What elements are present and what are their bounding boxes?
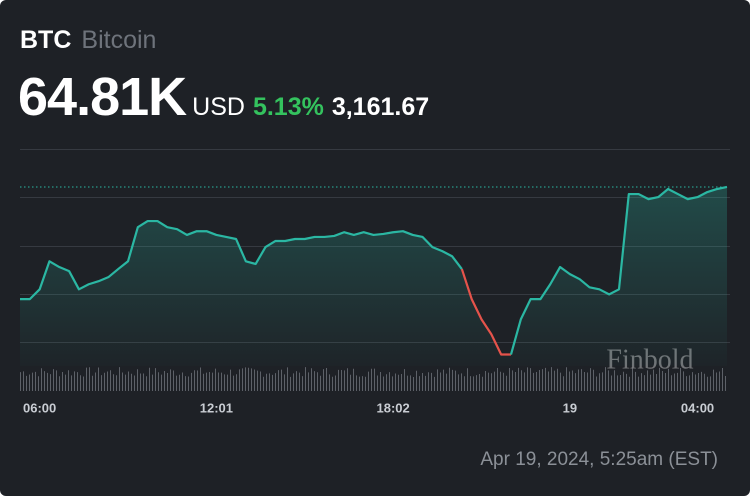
- header-row: BTC Bitcoin: [20, 26, 156, 55]
- x-tick-label: 04:00: [681, 400, 714, 415]
- asset-name: Bitcoin: [81, 26, 157, 54]
- timestamp: Apr 19, 2024, 5:25am (EST): [480, 449, 718, 470]
- currency: USD: [192, 93, 245, 121]
- symbol: BTC: [20, 26, 72, 54]
- x-tick-label: 18:02: [377, 400, 410, 415]
- price: 64.81K: [18, 67, 187, 127]
- price-row: 64.81K USD 5.13% 3,161.67: [18, 66, 429, 128]
- price-line: [509, 185, 728, 355]
- volume-bars: [20, 367, 726, 391]
- price-line: [460, 268, 511, 356]
- x-tick-label: 06:00: [23, 400, 56, 415]
- change-percent: 5.13%: [252, 93, 324, 121]
- x-tick-label: 19: [563, 400, 577, 415]
- change: 3,161.67: [331, 93, 430, 121]
- x-tick-label: 12:01: [200, 400, 233, 415]
- price-line: [20, 219, 463, 301]
